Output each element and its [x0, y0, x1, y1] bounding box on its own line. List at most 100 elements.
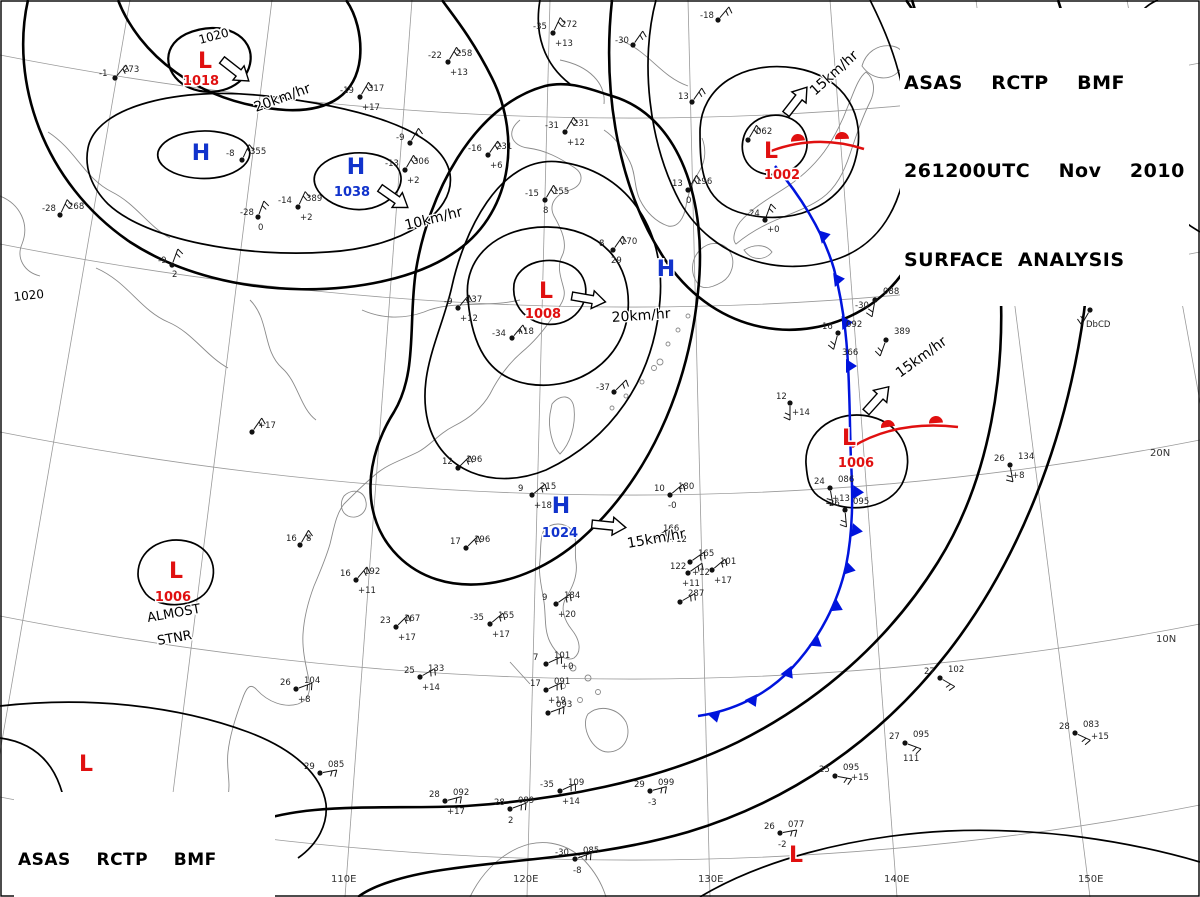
pressure-center-l: L 1006 [153, 558, 192, 607]
title-block-top-right: ASAS RCTP BMF 261200UTC Nov 2010 SURFACE… [900, 8, 1189, 307]
station-plot: 134 26 +8 [994, 452, 1034, 483]
station-plot: 099 29-3 [634, 778, 674, 808]
station-value: -37 [596, 383, 610, 393]
station-value: 180 [678, 482, 694, 492]
station-plot: 317 -19 +17 [340, 81, 384, 113]
svg-text:L: L [539, 279, 553, 304]
station-value: -2 [778, 840, 786, 850]
cold-front-triangle [833, 273, 845, 287]
station-plot: 155 -15 8 [525, 184, 569, 216]
station-value: 306 [413, 157, 429, 167]
station-value: 062 [756, 127, 772, 137]
station-value: 23 [380, 616, 391, 626]
station-value: 104 [304, 676, 320, 686]
cold-front-triangle [707, 710, 721, 723]
station-value: 258 [456, 49, 472, 59]
station-value: 9 [518, 484, 523, 494]
pressure-value: 1008 [525, 307, 561, 322]
station-plot: -9 2 [158, 248, 184, 280]
chart-id: ASAS RCTP BMF [18, 849, 217, 870]
cold-front-triangle [841, 316, 853, 330]
station-value: -22 [428, 51, 442, 61]
station-value: 086 [838, 475, 854, 485]
cold-front-triangle [852, 485, 864, 499]
station-plot: 095 27 111 [889, 730, 929, 764]
station-value: -9 [444, 297, 452, 307]
station-value: +17 [362, 103, 380, 113]
station-value: 317 [368, 84, 384, 94]
svg-text:L: L [789, 843, 803, 868]
pressure-value: 1006 [838, 456, 874, 471]
movement-arrow-icon [781, 86, 808, 118]
station-value: +13 [832, 494, 850, 504]
station-plot: 104 26 +8 [280, 676, 320, 705]
warm-front-semicircle [791, 134, 805, 142]
station-plot: 231 -16 +6 [468, 140, 512, 171]
station-value: -8 [573, 866, 581, 876]
station-plot: 092 16 366 [822, 320, 862, 358]
station-value: 095 [913, 730, 929, 740]
station-plot: 196 17 [450, 535, 490, 551]
station-value: 083 [1083, 720, 1099, 730]
station-plot: 16 8 [286, 529, 313, 548]
chart-type: SURFACE ANALYSIS [904, 248, 1125, 271]
svg-text:L: L [79, 752, 93, 777]
station-plot: -30 [615, 30, 647, 48]
station-value: DbCD [1086, 320, 1111, 330]
station-value: +13 [450, 68, 468, 78]
station-value: +14 [792, 408, 810, 418]
front-symbols [707, 132, 943, 723]
station-plot: 215 9 +18 [518, 482, 556, 511]
station-value: 0 [258, 223, 263, 233]
station-value: 9 [542, 593, 547, 603]
station-value: 165 [698, 549, 714, 559]
station-value: 16 [286, 534, 297, 544]
stationary-annotation: ALMOST [146, 602, 202, 626]
station-plot: 196 12 [442, 455, 482, 471]
station-value: 155 [553, 187, 569, 197]
station-plot: 389 [874, 327, 910, 357]
station-plot: 088 -30 [855, 287, 899, 318]
cold-front-triangle [846, 359, 857, 373]
station-value: 137 [466, 295, 482, 305]
warm-front-semicircle [929, 416, 943, 424]
station-value: 184 [564, 591, 580, 601]
svg-text:H: H [192, 141, 210, 166]
station-value: 099 [658, 778, 674, 788]
station-plot: 093 [545, 700, 572, 716]
station-value: 166 [663, 524, 679, 534]
station-value: -34 [492, 329, 506, 339]
station-value: -28 [42, 204, 56, 214]
station-plot: 091 17 +19 [530, 677, 570, 706]
station-plot: +17 [249, 417, 276, 435]
station-value: -35 [470, 613, 484, 623]
station-value: 095 [843, 763, 859, 773]
station-value: 196 [466, 455, 482, 465]
station-value: +2 [300, 213, 313, 223]
station-value: -14 [278, 196, 292, 206]
front-speed-label: 15km/hr [626, 526, 687, 552]
station-value: +17 [258, 421, 276, 431]
station-value: 093 [556, 700, 572, 710]
station-value: -9 [396, 133, 404, 143]
station-value: +2 [407, 176, 420, 186]
chart-id: ASAS RCTP BMF [904, 71, 1126, 94]
isobar-value-label: 1020 [13, 287, 45, 304]
station-value: 155 [498, 611, 514, 621]
station-value: 077 [788, 820, 804, 830]
longitude-label: 140E [884, 874, 909, 885]
station-value: +13 [555, 39, 573, 49]
movement-arrow-icon [590, 515, 628, 537]
station-plot: 272 -35 +13 [533, 17, 577, 49]
station-plot: 167 23 +17 [380, 614, 420, 643]
pressure-center-l: L [787, 842, 804, 870]
station-value: 28 [429, 790, 440, 800]
station-plot: 196 130 [672, 174, 712, 206]
latitude-label: 10N [1156, 634, 1176, 645]
station-value: -35 [540, 780, 554, 790]
station-value: +12 [669, 535, 687, 545]
station-plot: 166+12 [652, 524, 687, 545]
svg-text:L: L [842, 426, 856, 451]
